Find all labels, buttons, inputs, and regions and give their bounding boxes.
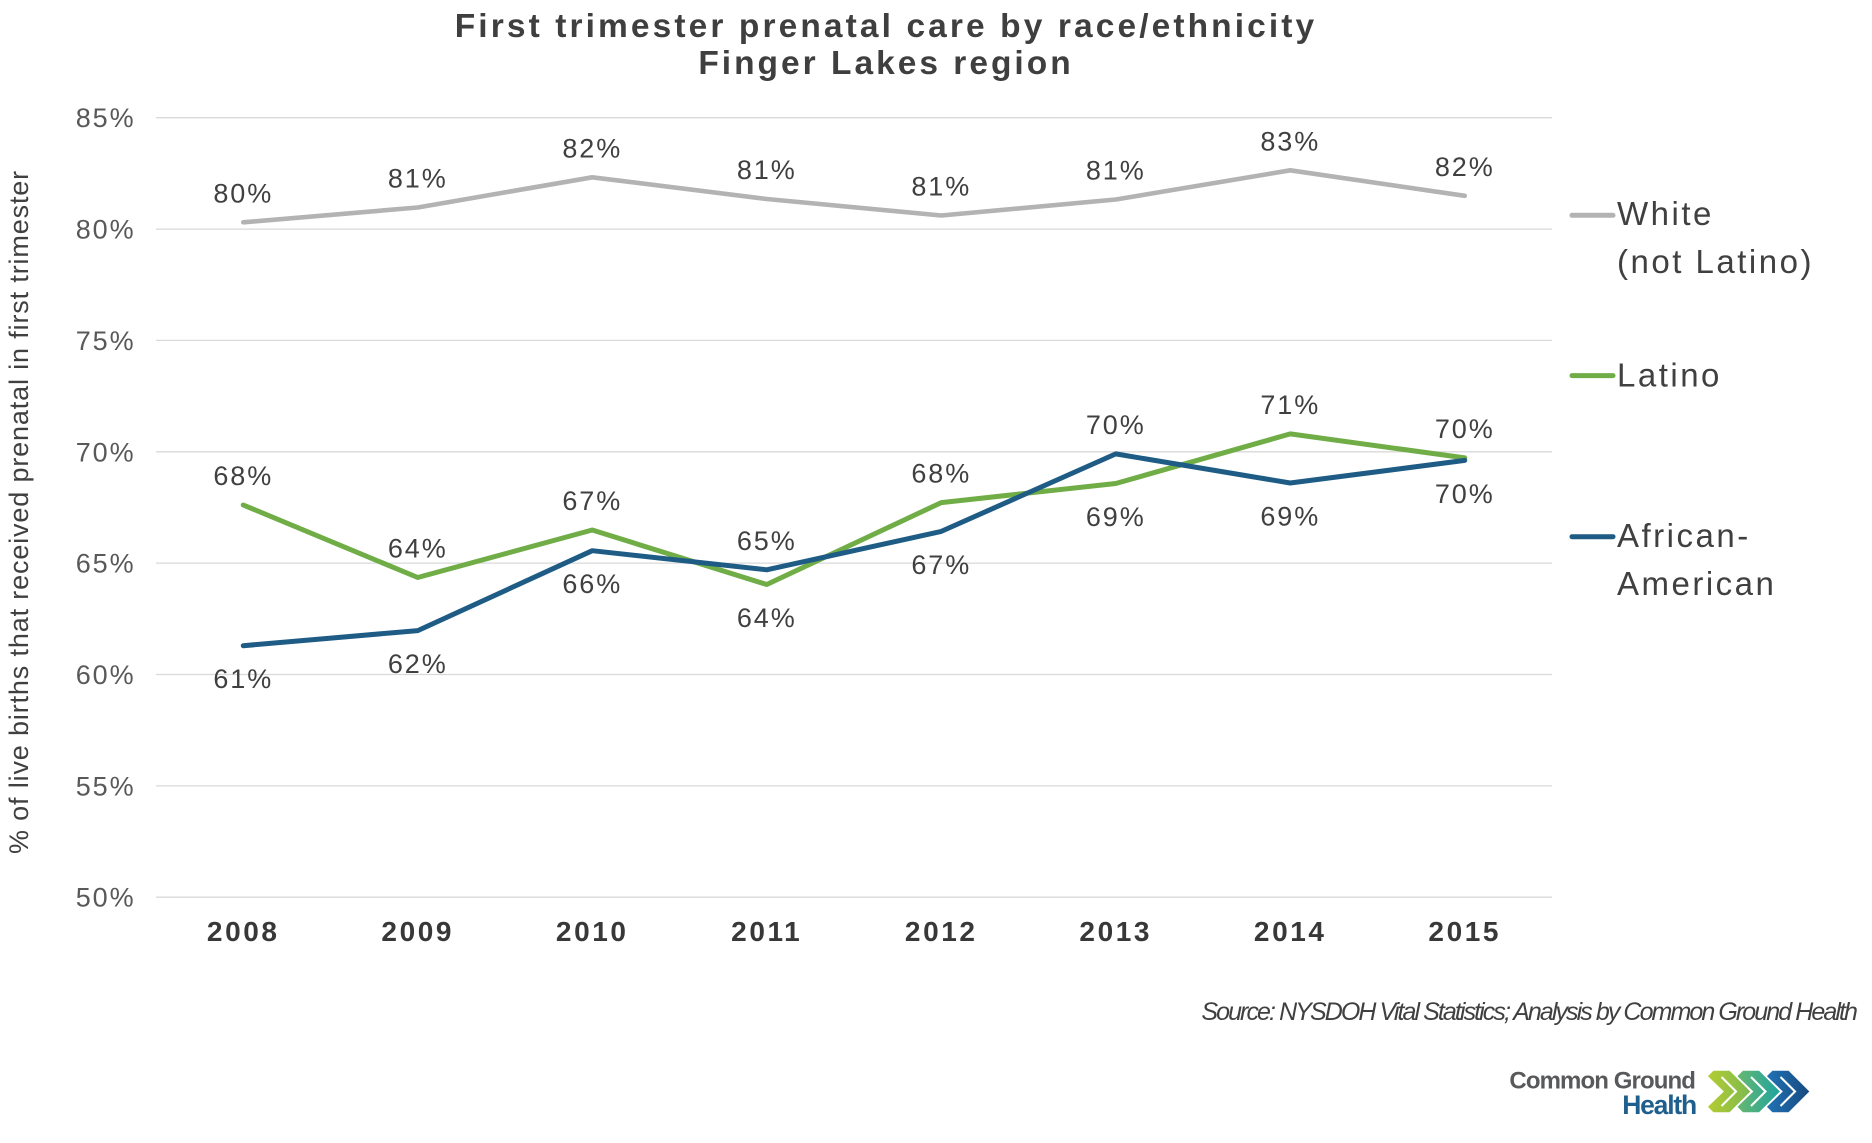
svg-text:2008: 2008 — [207, 916, 280, 947]
svg-text:62%: 62% — [388, 649, 448, 679]
svg-text:81%: 81% — [388, 164, 448, 194]
svg-text:Common Ground: Common Ground — [1509, 1067, 1695, 1094]
svg-text:64%: 64% — [737, 603, 797, 633]
svg-text:2010: 2010 — [556, 916, 629, 947]
svg-text:64%: 64% — [388, 534, 448, 564]
svg-text:67%: 67% — [911, 550, 971, 580]
svg-text:First trimester prenatal care: First trimester prenatal care by race/et… — [455, 8, 1318, 45]
svg-text:71%: 71% — [1260, 390, 1320, 420]
svg-text:80%: 80% — [213, 178, 273, 208]
svg-text:2011: 2011 — [731, 916, 802, 947]
svg-text:2009: 2009 — [381, 916, 454, 947]
svg-text:Latino: Latino — [1617, 357, 1722, 394]
svg-text:60%: 60% — [76, 660, 136, 690]
svg-text:Source: NYSDOH Vital Statistic: Source: NYSDOH Vital Statistics; Analysi… — [1201, 998, 1857, 1026]
svg-text:81%: 81% — [911, 172, 971, 202]
svg-text:55%: 55% — [76, 771, 136, 801]
svg-text:66%: 66% — [562, 569, 622, 599]
svg-text:68%: 68% — [911, 459, 971, 489]
svg-text:% of live births that received: % of live births that received prenatal … — [4, 170, 34, 854]
svg-text:2013: 2013 — [1079, 916, 1152, 947]
svg-text:81%: 81% — [737, 155, 797, 185]
svg-text:70%: 70% — [1435, 414, 1495, 444]
svg-text:65%: 65% — [737, 526, 797, 556]
svg-text:81%: 81% — [1086, 156, 1146, 186]
svg-text:2012: 2012 — [905, 916, 978, 947]
svg-text:85%: 85% — [76, 103, 136, 133]
svg-text:50%: 50% — [76, 883, 136, 913]
svg-text:69%: 69% — [1086, 502, 1146, 532]
svg-text:(not Latino): (not Latino) — [1617, 243, 1814, 280]
svg-text:Finger Lakes region: Finger Lakes region — [698, 45, 1073, 82]
svg-text:70%: 70% — [1086, 410, 1146, 440]
svg-text:70%: 70% — [76, 437, 136, 467]
svg-text:68%: 68% — [213, 461, 273, 491]
svg-text:65%: 65% — [76, 549, 136, 579]
svg-text:2014: 2014 — [1254, 916, 1327, 947]
svg-text:Health: Health — [1622, 1090, 1696, 1120]
svg-text:White: White — [1617, 195, 1714, 232]
svg-text:2015: 2015 — [1428, 916, 1501, 947]
svg-text:82%: 82% — [1435, 152, 1495, 182]
svg-text:61%: 61% — [213, 664, 273, 694]
svg-text:69%: 69% — [1260, 502, 1320, 532]
svg-text:75%: 75% — [76, 326, 136, 356]
svg-text:83%: 83% — [1260, 126, 1320, 156]
svg-text:80%: 80% — [76, 215, 136, 245]
svg-text:67%: 67% — [562, 486, 622, 516]
svg-text:African-: African- — [1617, 517, 1751, 554]
svg-text:70%: 70% — [1435, 479, 1495, 509]
svg-text:American: American — [1617, 565, 1776, 602]
svg-text:82%: 82% — [562, 133, 622, 163]
